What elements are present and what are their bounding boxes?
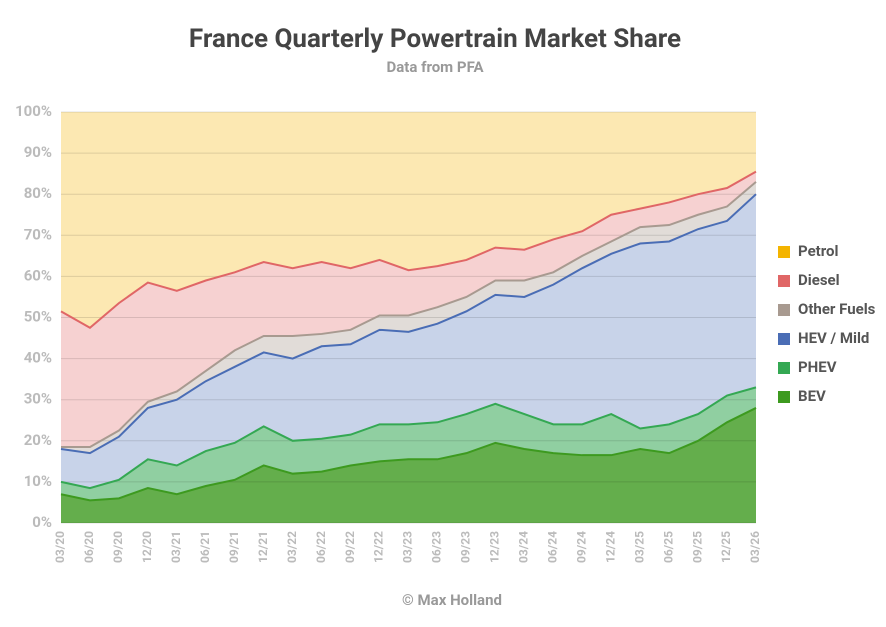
chart-title: France Quarterly Powertrain Market Share	[189, 24, 681, 54]
y-tick-label: 70%	[24, 225, 52, 243]
x-tick-label: 06/20	[82, 531, 96, 563]
x-tick-label: 03/23	[401, 531, 415, 563]
y-tick-label: 50%	[24, 307, 52, 325]
y-tick-label: 0%	[32, 513, 52, 531]
x-tick-label: 03/21	[169, 531, 183, 563]
y-tick-label: 80%	[24, 184, 52, 202]
x-tick-label: 12/25	[719, 531, 733, 563]
x-tick-label: 12/22	[372, 531, 386, 563]
y-tick-label: 20%	[24, 431, 52, 449]
x-tick-label: 12/21	[256, 531, 270, 563]
area	[61, 387, 756, 501]
legend-swatch	[778, 333, 790, 345]
x-tick-label: 09/21	[227, 531, 241, 563]
y-tick-label: 40%	[24, 349, 52, 367]
x-tick-label: 09/25	[690, 531, 704, 563]
series-line	[60, 170, 757, 329]
x-tick-label: 03/26	[748, 531, 762, 563]
series-line	[60, 407, 757, 502]
x-tick-label: 09/22	[343, 531, 357, 563]
x-tick-label: 06/25	[661, 531, 675, 563]
series-line	[61, 181, 757, 448]
x-tick-label: 03/24	[517, 531, 531, 563]
x-tick-label: 09/20	[111, 531, 125, 563]
area	[61, 407, 756, 523]
area	[61, 194, 756, 489]
y-tick-label: 90%	[24, 143, 52, 161]
legend-label: Diesel	[798, 271, 840, 289]
series-line	[60, 193, 757, 455]
credit: © Max Holland	[402, 591, 502, 609]
area	[61, 112, 756, 328]
legend-label: Petrol	[798, 242, 838, 260]
x-tick-label: 06/21	[198, 531, 212, 563]
legend-label: BEV	[798, 387, 826, 405]
y-tick-label: 60%	[24, 266, 52, 284]
x-tick-label: 06/24	[545, 531, 559, 563]
legend-swatch	[778, 275, 790, 287]
legend-label: HEV / Mild	[798, 329, 869, 347]
legend-swatch	[778, 362, 790, 374]
y-tick-label: 100%	[15, 102, 52, 120]
x-tick-label: 12/20	[140, 531, 154, 563]
x-tick-label: 12/24	[603, 531, 617, 563]
x-tick-label: 03/20	[53, 531, 67, 563]
x-tick-label: 09/23	[459, 531, 473, 563]
legend-swatch	[778, 246, 790, 258]
y-tick-label: 10%	[24, 472, 52, 490]
area	[61, 181, 756, 454]
x-tick-label: 03/25	[632, 531, 646, 563]
chart-subtitle: Data from PFA	[386, 58, 484, 76]
legend-label: PHEV	[798, 358, 837, 376]
x-tick-label: 06/23	[430, 531, 444, 563]
legend-swatch	[778, 391, 790, 403]
x-tick-label: 03/22	[285, 531, 299, 563]
y-tick-label: 30%	[24, 390, 52, 408]
legend-swatch	[778, 304, 790, 316]
legend-label: Other Fuels	[798, 300, 876, 318]
area	[61, 171, 756, 447]
series-line	[60, 386, 757, 490]
x-tick-label: 09/24	[574, 531, 588, 563]
x-tick-label: 06/22	[314, 531, 328, 563]
x-tick-label: 12/23	[488, 531, 502, 563]
